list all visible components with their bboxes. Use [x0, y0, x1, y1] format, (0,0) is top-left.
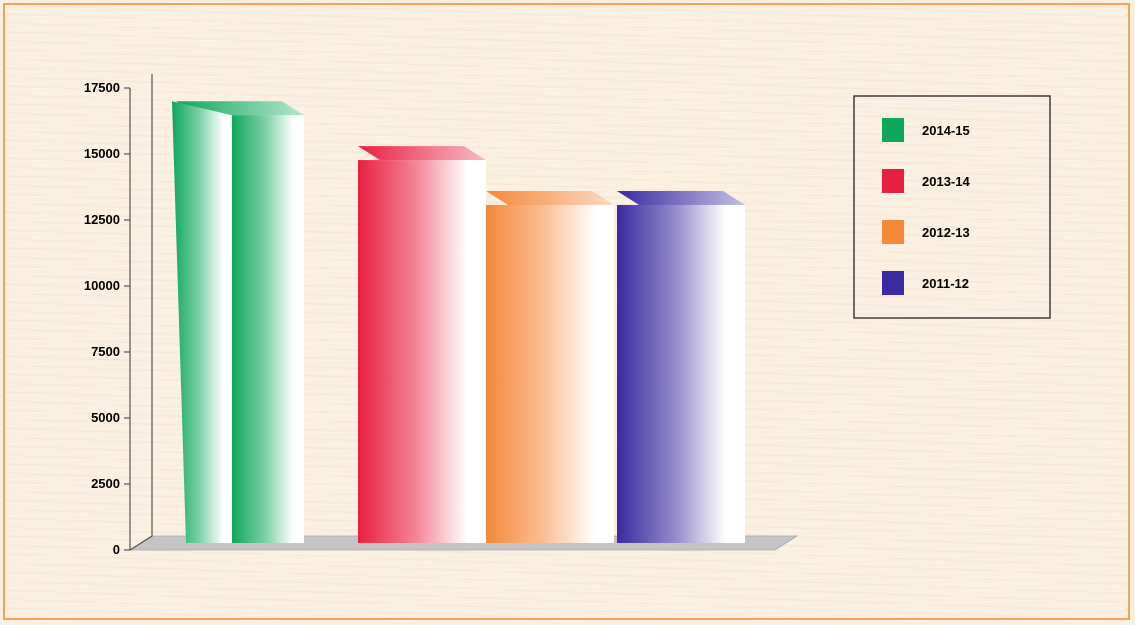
y-tick-label-7500: 7500 [91, 344, 120, 359]
bar-front-2014-15 [232, 115, 304, 543]
bar-top-2011-12 [617, 190, 745, 205]
legend-label-2012-13: 2012-13 [922, 225, 970, 240]
legend-swatch-2013-14 [882, 169, 904, 193]
y-axis-line [129, 74, 153, 551]
legend-swatch-2012-13 [882, 220, 904, 244]
y-axis-group: 0 2500 5000 7500 10000 12500 15000 17500 [84, 74, 153, 557]
legend-label-2013-14: 2013-14 [922, 174, 970, 189]
y-tick-label-17500: 17500 [84, 80, 120, 95]
bar-front-2011-12 [617, 204, 745, 543]
legend-swatch-2011-12 [882, 271, 904, 295]
bar-top-2012-13 [486, 190, 614, 205]
bars-group [172, 101, 745, 543]
legend: 2014-15 2013-14 2012-13 2011-12 [853, 95, 1051, 319]
bar-front-2012-13 [486, 204, 614, 543]
legend-box [853, 95, 1051, 319]
legend-swatch-2014-15 [882, 118, 904, 142]
y-tick-label-15000: 15000 [84, 146, 120, 161]
bar-2012-13 [486, 190, 614, 543]
bar-2014-15 [172, 101, 304, 543]
y-tick-label-10000: 10000 [84, 278, 120, 293]
legend-label-2014-15: 2014-15 [922, 123, 970, 138]
bar-front-2013-14 [358, 160, 486, 543]
bar-top-2013-14 [358, 146, 486, 161]
y-tick-label-12500: 12500 [84, 212, 120, 227]
y-tick-label-5000: 5000 [91, 410, 120, 425]
bar-2013-14 [358, 146, 486, 543]
bar-2011-12 [617, 190, 745, 543]
bar-side-2014-15 [172, 101, 232, 543]
y-tick-label-2500: 2500 [91, 476, 120, 491]
legend-label-2011-12: 2011-12 [922, 276, 969, 291]
y-tick-label-0: 0 [113, 542, 120, 557]
